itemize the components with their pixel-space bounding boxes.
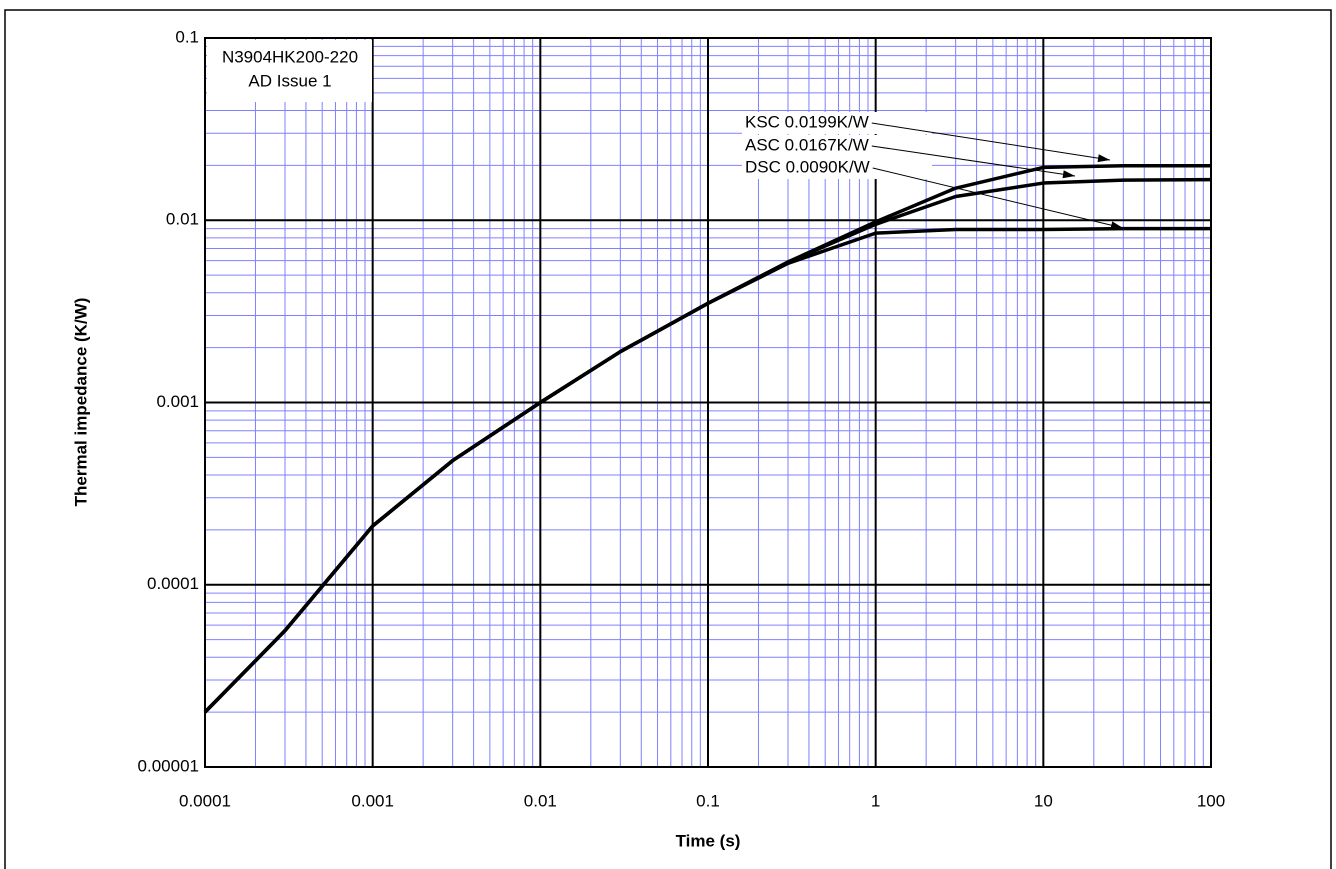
plot-border [204, 37, 1212, 768]
legend-label: DSC 0.0090K/W [745, 157, 870, 176]
arrow-head [1097, 154, 1110, 163]
x-tick-label: 1 [871, 791, 880, 810]
x-axis-label: Time (s) [676, 831, 741, 850]
leader-line [871, 145, 1076, 177]
leader-line [872, 167, 1124, 229]
legend-label: KSC 0.0199K/W [745, 112, 869, 131]
arrow-head [1110, 221, 1123, 230]
annotation-box [207, 40, 372, 102]
y-tick-label: 0.001 [156, 392, 199, 411]
annotation: AD Issue 1 [248, 71, 331, 90]
x-tick-label: 0.0001 [179, 791, 231, 810]
x-tick-label: 10 [1034, 791, 1053, 810]
y-tick-label: 0.00001 [138, 756, 199, 775]
y-tick-label: 0.0001 [147, 574, 199, 593]
y-tick-label: 0.1 [175, 27, 199, 46]
frame [4, 9, 1332, 869]
curves [203, 164, 1212, 714]
label-bg [742, 135, 932, 157]
x-tick-label: 0.01 [524, 791, 557, 810]
label-bg [742, 157, 932, 179]
annotation: N3904HK200-220 [222, 47, 358, 66]
y-axis-label: Thermal impedance (K/W) [71, 298, 90, 507]
legend-label: ASC 0.0167K/W [745, 135, 869, 154]
arrow-head [1062, 170, 1075, 179]
x-tick-label: 100 [1197, 791, 1225, 810]
series-line [203, 226, 1211, 714]
y-tick-label: 0.01 [166, 210, 199, 229]
x-tick-label: 0.1 [696, 791, 720, 810]
x-tick-label: 0.001 [351, 791, 394, 810]
label-bg [742, 112, 932, 134]
leader-line [871, 122, 1111, 161]
